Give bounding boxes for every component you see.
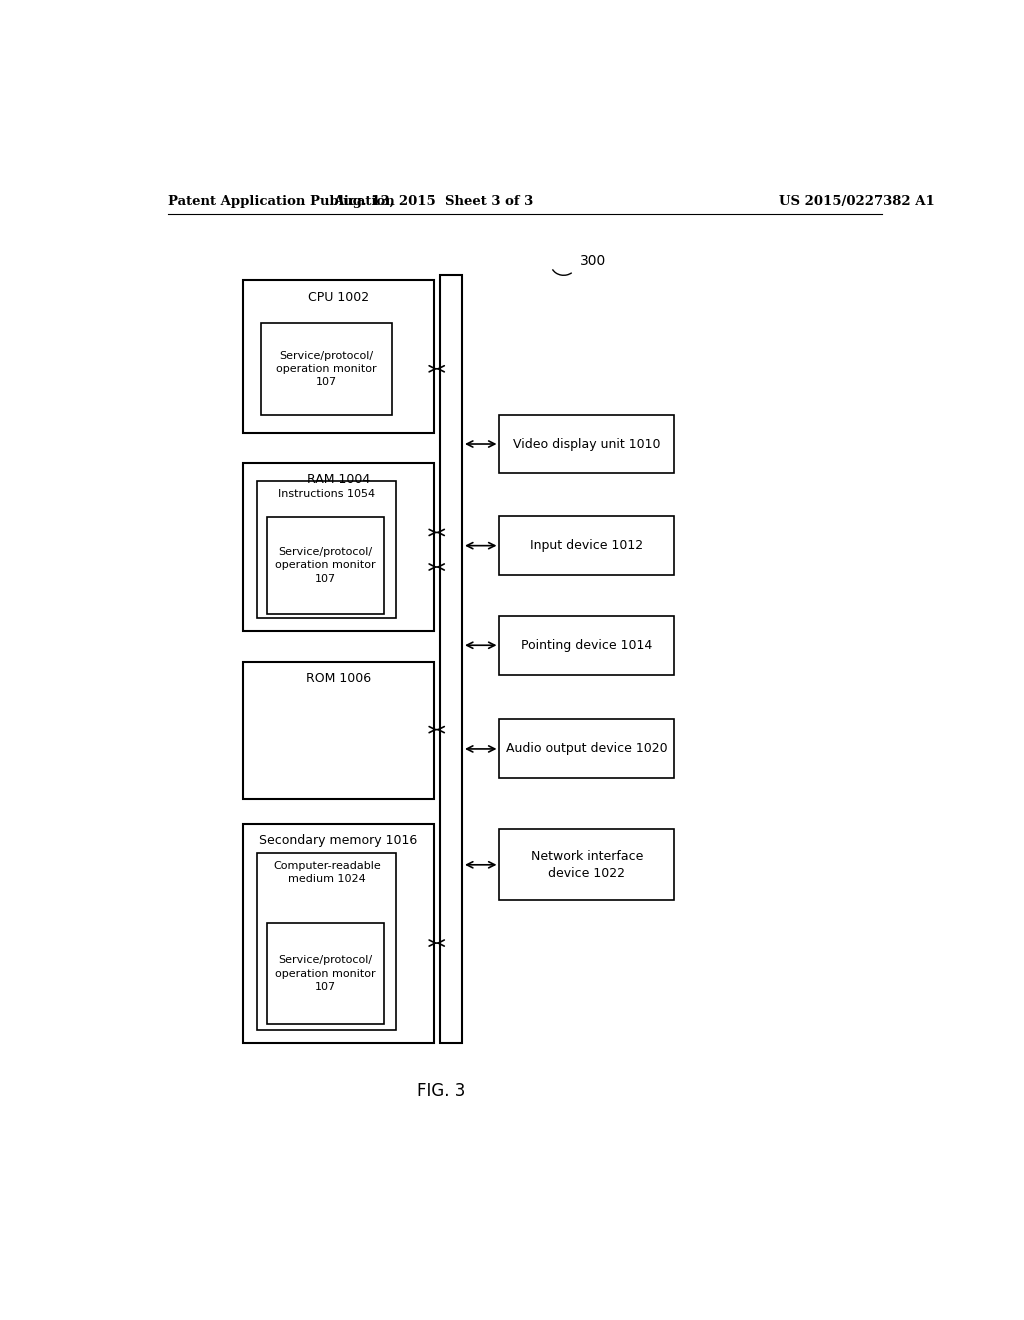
Text: Patent Application Publication: Patent Application Publication <box>168 194 394 207</box>
Text: 300: 300 <box>581 253 606 268</box>
FancyBboxPatch shape <box>500 414 674 474</box>
Text: Input device 1012: Input device 1012 <box>530 539 643 552</box>
Text: Service/protocol/
operation monitor
107: Service/protocol/ operation monitor 107 <box>275 956 376 991</box>
FancyBboxPatch shape <box>243 824 433 1043</box>
Text: ROM 1006: ROM 1006 <box>306 672 371 685</box>
FancyBboxPatch shape <box>261 323 392 414</box>
Text: Instructions 1054: Instructions 1054 <box>279 488 376 499</box>
Text: Service/protocol/
operation monitor
107: Service/protocol/ operation monitor 107 <box>276 351 377 387</box>
Text: Secondary memory 1016: Secondary memory 1016 <box>259 834 418 847</box>
FancyBboxPatch shape <box>500 516 674 576</box>
Text: Computer-readable
medium 1024: Computer-readable medium 1024 <box>273 861 381 884</box>
FancyBboxPatch shape <box>440 276 462 1043</box>
Text: CPU 1002: CPU 1002 <box>308 290 369 304</box>
Text: US 2015/0227382 A1: US 2015/0227382 A1 <box>778 194 935 207</box>
Text: Video display unit 1010: Video display unit 1010 <box>513 437 660 450</box>
FancyBboxPatch shape <box>257 853 396 1031</box>
Text: FIG. 3: FIG. 3 <box>418 1082 466 1101</box>
FancyBboxPatch shape <box>243 463 433 631</box>
Text: RAM 1004: RAM 1004 <box>306 474 370 487</box>
Text: Audio output device 1020: Audio output device 1020 <box>506 742 668 755</box>
FancyBboxPatch shape <box>243 661 433 799</box>
FancyBboxPatch shape <box>500 719 674 779</box>
FancyBboxPatch shape <box>500 829 674 900</box>
FancyBboxPatch shape <box>267 517 384 614</box>
Text: Aug. 13, 2015  Sheet 3 of 3: Aug. 13, 2015 Sheet 3 of 3 <box>334 194 534 207</box>
FancyBboxPatch shape <box>267 923 384 1024</box>
Text: Service/protocol/
operation monitor
107: Service/protocol/ operation monitor 107 <box>275 548 376 583</box>
FancyBboxPatch shape <box>500 615 674 675</box>
FancyBboxPatch shape <box>257 480 396 618</box>
FancyBboxPatch shape <box>243 280 433 433</box>
Text: Network interface
device 1022: Network interface device 1022 <box>530 850 643 880</box>
Text: Pointing device 1014: Pointing device 1014 <box>521 639 652 652</box>
